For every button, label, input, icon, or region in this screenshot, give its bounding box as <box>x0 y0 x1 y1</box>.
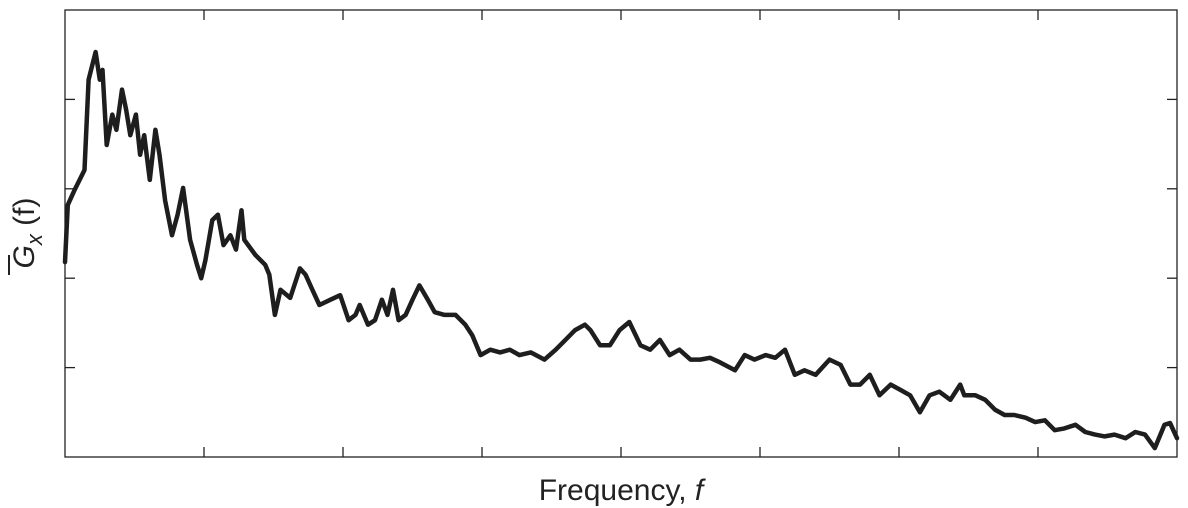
axis-ticks <box>65 10 1177 457</box>
x-axis-label-text: Frequency, <box>539 474 695 507</box>
plot-frame <box>64 9 1178 458</box>
series-line <box>62 49 1180 451</box>
y-axis-label-subscript: x <box>22 233 47 246</box>
y-axis-label-symbol: G <box>8 245 41 268</box>
y-axis-label: Gx (f) <box>8 198 47 275</box>
svg-text:Gx (f): Gx (f) <box>8 198 47 269</box>
x-axis-label: Frequency, f <box>539 474 706 507</box>
y-axis-label-arg: (f) <box>8 198 41 235</box>
x-axis-label-var: f <box>695 474 706 507</box>
